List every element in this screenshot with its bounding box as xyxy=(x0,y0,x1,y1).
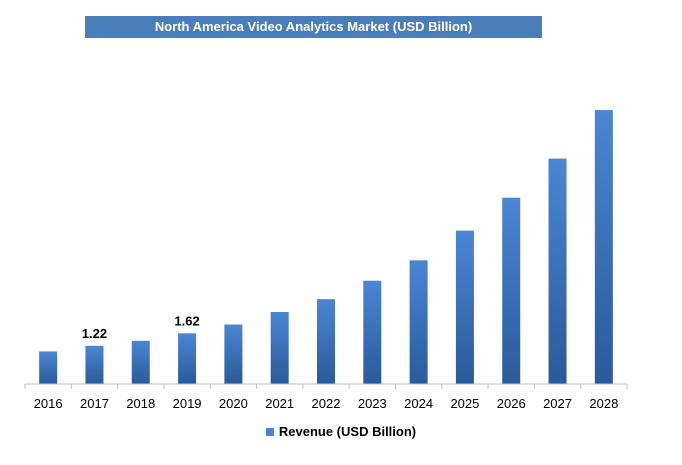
x-tick-label: 2024 xyxy=(404,396,433,411)
legend-swatch xyxy=(265,427,274,436)
x-tick-label: 2020 xyxy=(219,396,248,411)
bar-2018 xyxy=(131,340,150,384)
x-tick-label: 2026 xyxy=(497,396,526,411)
bar-2022 xyxy=(317,299,335,384)
bar-2020 xyxy=(224,324,243,384)
data-label-2019: 1.62 xyxy=(174,313,199,328)
x-axis-labels: 2016 2017 2018 2019 2020 2021 2022 2023 2024 2025… xyxy=(34,396,619,411)
x-tick-label: 2018 xyxy=(126,396,155,411)
x-tick-label: 2017 xyxy=(80,396,109,411)
data-label-2017: 1.22 xyxy=(82,326,107,341)
bar-2024 xyxy=(409,260,428,384)
bar-2019 xyxy=(178,333,197,384)
bar-2021 xyxy=(270,312,289,384)
data-labels: 1.22 1.62 xyxy=(82,313,200,341)
bar-2028 xyxy=(594,110,613,384)
x-axis-ticks xyxy=(24,384,628,389)
bar-2026 xyxy=(502,197,521,384)
legend: Revenue (USD Billion) xyxy=(0,424,682,439)
x-tick-label: 2025 xyxy=(450,396,479,411)
bar-2025 xyxy=(455,230,474,384)
x-tick-label: 2022 xyxy=(312,396,341,411)
bar-2017 xyxy=(85,345,104,384)
x-tick-label: 2027 xyxy=(543,396,572,411)
x-tick-label: 2016 xyxy=(34,396,63,411)
x-tick-label: 2028 xyxy=(589,396,618,411)
bar-2027 xyxy=(548,158,567,384)
bars-layer xyxy=(39,110,613,384)
legend-label: Revenue (USD Billion) xyxy=(278,424,417,439)
x-tick-label: 2019 xyxy=(173,396,202,411)
chart-title: North America Video Analytics Market (US… xyxy=(85,16,542,38)
x-tick-label: 2023 xyxy=(358,396,387,411)
bar-2016 xyxy=(39,351,58,384)
x-tick-label: 2021 xyxy=(265,396,294,411)
bar-2023 xyxy=(363,280,382,384)
